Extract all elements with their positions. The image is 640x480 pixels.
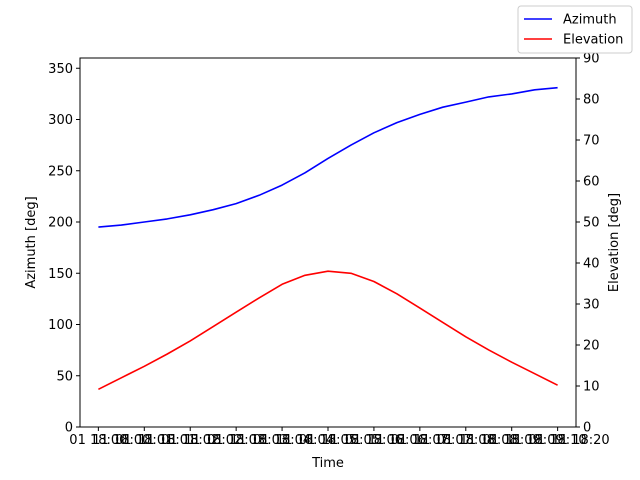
series-line-elevation [98,270,558,391]
x-tick-label: 01 18:08 [437,433,495,448]
left-tick-label: 150 [48,267,73,282]
x-tick-label: 01 18:00 [69,433,127,448]
right-tick-label: 0 [583,421,591,436]
right-tick-label: 10 [583,380,600,395]
left-tick-label: 50 [56,369,73,384]
x-tick-label: 11 18:09 [506,433,564,448]
left-tick-label: 350 [48,62,73,77]
right-tick-label: 40 [583,257,600,272]
x-tick-label: 11 18:08 [460,433,518,448]
x-tick-label: 01 18:05 [299,433,357,448]
x-tick-label: 11 18:06 [368,433,426,448]
x-tick-label: 01 18:03 [207,433,265,448]
x-tick-label: 11 18:02 [184,433,242,448]
left-tick-label: 0 [65,421,73,436]
right-tick-label: 70 [583,134,600,149]
x-tick-label: 11 18:01 [138,433,196,448]
legend: Azimuth Elevation [517,5,633,54]
series-line-azimuth [98,86,558,228]
x-tick-label: 01 18:10 [529,433,587,448]
x-tick-label: 11 18:04 [276,433,334,448]
x-tick-label: 01 18:01 [115,433,173,448]
x-tick-label: 01 18:02 [161,433,219,448]
right-tick-label: 20 [583,339,600,354]
right-axis-label: Elevation [deg] [607,193,622,292]
legend-label-elevation: Elevation [563,33,623,48]
x-tick-label: 01 18:06 [345,433,403,448]
left-tick-label: 100 [48,318,73,333]
legend-label-azimuth: Azimuth [563,13,617,28]
right-tick-label: 50 [583,216,600,231]
right-tick-label: 30 [583,298,600,313]
x-tick-label: 11 18:00 [92,433,150,448]
right-tick-label: 60 [583,175,600,190]
x-axis-label: Time [311,456,344,471]
x-tick-label: 11 18:05 [322,433,380,448]
right-axis-ticks: 0 10 20 30 40 50 60 70 80 90 [576,52,600,436]
left-tick-label: 250 [48,164,73,179]
x-tick-label: 01 18:04 [253,433,311,448]
right-tick-label: 80 [583,93,600,108]
left-axis-label: Azimuth [deg] [24,196,39,288]
left-tick-label: 200 [48,216,73,231]
x-tick-label: 11 18:07 [414,433,472,448]
legend-box [517,5,633,54]
series-lines [98,86,558,391]
left-tick-label: 300 [48,113,73,128]
x-tick-label: 01 18:07 [391,433,449,448]
x-tick-label: 11 18:03 [230,433,288,448]
plot-frame [79,57,577,428]
left-axis-ticks: 0 50 100 150 200 250 300 350 [48,62,80,436]
x-tick-label: 01 18:09 [483,433,541,448]
x-tick-label: 11 18:20 [552,433,610,448]
right-tick-label: 90 [583,52,600,67]
